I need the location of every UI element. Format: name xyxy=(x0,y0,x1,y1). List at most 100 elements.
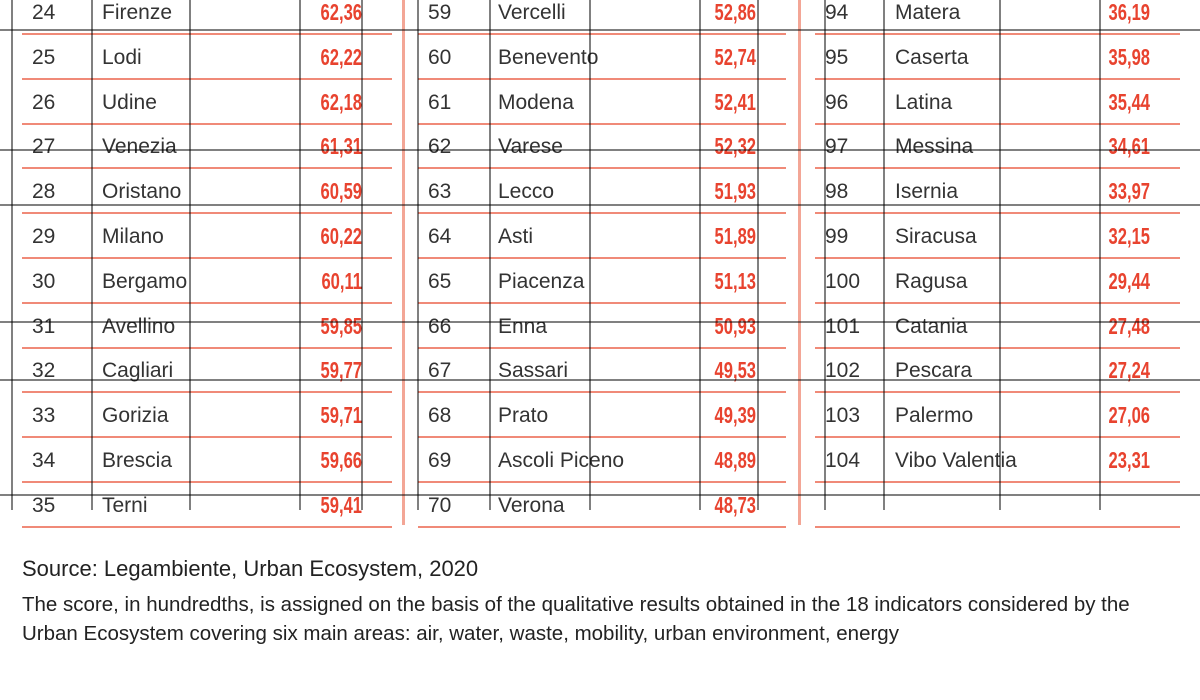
rank: 24 xyxy=(32,1,56,24)
score: 32,15 xyxy=(1108,223,1150,249)
score: 59,77 xyxy=(320,357,362,384)
rank: 96 xyxy=(825,90,849,114)
rank: 33 xyxy=(32,404,56,428)
city: Firenze xyxy=(102,1,173,24)
score: 62,18 xyxy=(320,88,362,115)
score: 49,53 xyxy=(714,357,756,384)
city: Milano xyxy=(102,225,164,248)
city: Asti xyxy=(498,225,534,248)
score: 60,11 xyxy=(321,267,362,294)
score: 48,73 xyxy=(714,491,756,518)
city: Brescia xyxy=(102,449,173,472)
city: Messina xyxy=(895,135,974,159)
score: 34,61 xyxy=(1108,133,1150,160)
city: Prato xyxy=(498,404,549,428)
city: Cagliari xyxy=(102,359,174,383)
score: 60,22 xyxy=(320,223,362,249)
row-rule xyxy=(22,436,392,439)
row-rule xyxy=(418,33,786,35)
city: Venezia xyxy=(102,135,177,159)
score: 52,86 xyxy=(714,0,756,25)
city: Pescara xyxy=(895,359,973,383)
city: Matera xyxy=(895,1,961,24)
rank: 32 xyxy=(32,359,56,383)
score: 51,89 xyxy=(714,223,756,249)
row-rule xyxy=(418,257,786,259)
score: 29,44 xyxy=(1108,267,1150,294)
city: Lecco xyxy=(498,180,555,204)
city: Lodi xyxy=(102,45,142,69)
rank: 98 xyxy=(825,180,849,204)
rank: 104 xyxy=(825,449,861,472)
row-rule xyxy=(815,33,1180,35)
score: 60,59 xyxy=(320,178,362,205)
city: Vibo Valentia xyxy=(895,449,1017,472)
rank: 31 xyxy=(32,314,56,338)
column-separator xyxy=(798,0,801,525)
city: Piacenza xyxy=(498,269,585,293)
score: 50,93 xyxy=(714,312,756,339)
city: Catania xyxy=(895,314,968,338)
rank: 65 xyxy=(428,269,452,293)
score: 48,89 xyxy=(714,447,756,473)
rank: 59 xyxy=(428,1,452,24)
row-rule xyxy=(22,77,392,80)
city: Terni xyxy=(102,493,148,517)
rank: 95 xyxy=(825,45,849,69)
rank: 30 xyxy=(32,269,56,293)
score: 62,22 xyxy=(320,43,362,70)
score: 51,13 xyxy=(714,267,756,294)
rank: 35 xyxy=(32,493,56,517)
rank: 34 xyxy=(32,449,56,472)
row-rule xyxy=(418,122,786,125)
rank: 28 xyxy=(32,180,56,204)
rank: 60 xyxy=(428,45,452,69)
rank: 101 xyxy=(825,314,861,338)
city: Siracusa xyxy=(895,225,977,248)
score: 59,71 xyxy=(320,402,362,429)
row-rule xyxy=(815,167,1180,170)
score: 62,36 xyxy=(320,0,362,25)
row-rule xyxy=(22,167,392,170)
row-rule xyxy=(418,391,786,394)
city: Benevento xyxy=(498,45,599,69)
city: Avellino xyxy=(102,314,176,338)
row-rule xyxy=(22,257,392,259)
row-rule xyxy=(22,391,392,394)
rank: 66 xyxy=(428,314,452,338)
row-rule xyxy=(22,481,392,483)
rank: 67 xyxy=(428,359,452,383)
rank: 102 xyxy=(825,359,861,383)
score: 59,41 xyxy=(320,491,362,518)
column-separator xyxy=(402,0,405,525)
city: Verona xyxy=(498,493,565,517)
row-rule xyxy=(815,346,1180,349)
rank: 25 xyxy=(32,45,56,69)
row-rule xyxy=(815,257,1180,259)
city: Latina xyxy=(895,90,953,114)
row-rule xyxy=(418,346,786,349)
city: Isernia xyxy=(895,180,959,204)
row-rule xyxy=(22,346,392,349)
score: 33,97 xyxy=(1108,178,1150,205)
rank: 61 xyxy=(428,90,452,114)
city: Varese xyxy=(498,135,563,159)
score: 52,41 xyxy=(714,88,756,115)
score: 35,98 xyxy=(1108,43,1150,70)
score: 51,93 xyxy=(714,178,756,205)
rank: 100 xyxy=(825,269,861,293)
row-rule xyxy=(418,167,786,170)
rank: 99 xyxy=(825,225,849,248)
row-rule xyxy=(815,301,1180,304)
rank: 62 xyxy=(428,135,452,159)
score: 59,66 xyxy=(320,447,362,473)
city: Palermo xyxy=(895,404,974,428)
rank: 26 xyxy=(32,90,56,114)
rank: 68 xyxy=(428,404,452,428)
city: Sassari xyxy=(498,359,569,383)
row-rule xyxy=(815,481,1180,483)
rank: 94 xyxy=(825,1,849,24)
score: 36,19 xyxy=(1108,0,1150,25)
city: Caserta xyxy=(895,45,969,69)
